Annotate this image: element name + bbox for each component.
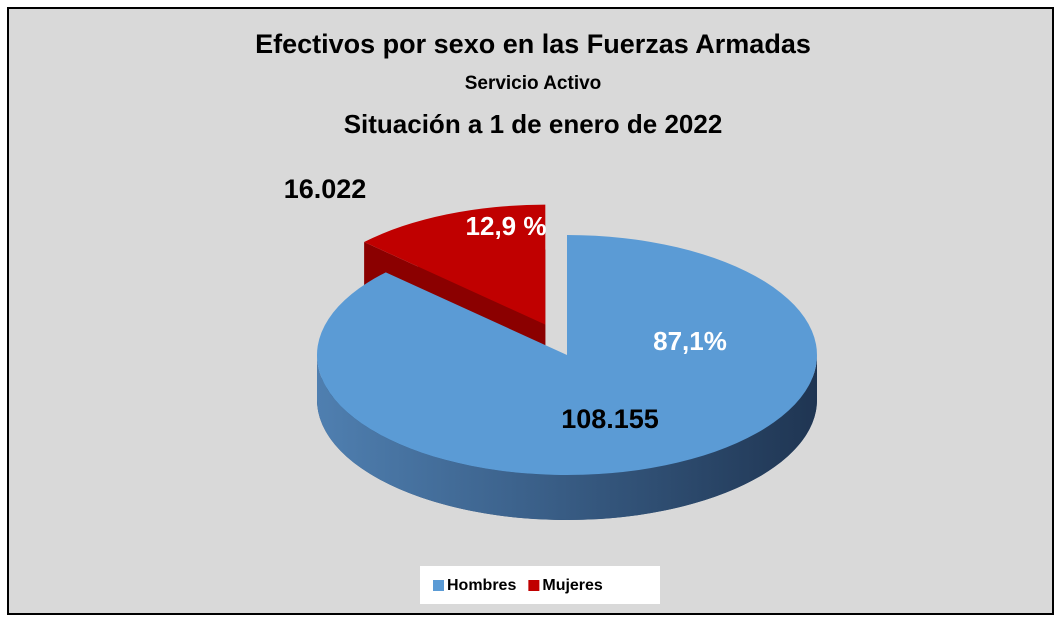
legend (420, 566, 660, 604)
legend-label: Hombres (447, 577, 516, 594)
legend-swatch (433, 580, 444, 591)
chart-subtitle: Situación a 1 de enero de 2022 (344, 109, 723, 139)
legend-label: Mujeres (542, 577, 603, 594)
slice (364, 204, 546, 325)
slice (316, 235, 817, 476)
chart-title: Efectivos por sexo en las Fuerzas Armada… (255, 29, 811, 59)
chart-subtitle: Servicio Activo (465, 73, 602, 94)
pie (316, 204, 817, 521)
value-label: 16.022 (284, 174, 367, 204)
legend-swatch (528, 580, 540, 591)
percent-label: 12,9 % (466, 211, 547, 241)
value-label: 108.155 (561, 404, 659, 434)
legend-items: Hombres Mujeres (433, 577, 603, 594)
percent-label: 87,1% (653, 326, 727, 356)
slice-side (317, 355, 817, 520)
